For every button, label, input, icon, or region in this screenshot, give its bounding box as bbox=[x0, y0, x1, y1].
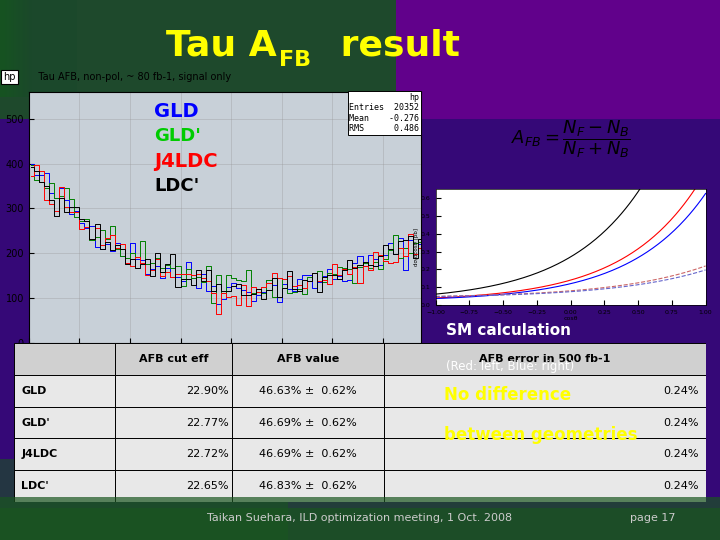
Text: 0.24%: 0.24% bbox=[663, 386, 698, 396]
Bar bbox=[4, 0, 47, 97]
Text: GLD: GLD bbox=[154, 102, 199, 121]
Bar bbox=[29, 0, 72, 97]
Bar bbox=[114, 343, 232, 375]
Text: 22.77%: 22.77% bbox=[186, 417, 229, 428]
Bar bbox=[14, 375, 114, 407]
Text: AFB error in 500 fb-1: AFB error in 500 fb-1 bbox=[480, 354, 611, 364]
Bar bbox=[35, 0, 78, 97]
Bar bbox=[9, 0, 52, 97]
Text: 0.24%: 0.24% bbox=[663, 481, 698, 491]
Text: 46.83% ±  0.62%: 46.83% ± 0.62% bbox=[259, 481, 357, 491]
Bar bbox=[30, 0, 74, 97]
Text: (Red: left, Blue: right): (Red: left, Blue: right) bbox=[446, 360, 575, 373]
Bar bbox=[2, 0, 45, 97]
Text: page 17: page 17 bbox=[630, 512, 675, 523]
Bar bbox=[27, 0, 71, 97]
Text: 46.63% ±  0.62%: 46.63% ± 0.62% bbox=[259, 386, 357, 396]
Bar bbox=[6, 0, 49, 97]
Text: GLD': GLD' bbox=[22, 417, 50, 428]
Bar bbox=[384, 343, 706, 375]
Bar bbox=[114, 470, 232, 502]
Bar bbox=[18, 0, 61, 97]
Text: hp: hp bbox=[4, 72, 16, 82]
X-axis label: cos(theta): cos(theta) bbox=[197, 359, 253, 369]
Text: hp
Entries  20352
Mean    -0.276
RMS      0.486: hp Entries 20352 Mean -0.276 RMS 0.486 bbox=[349, 93, 419, 133]
Bar bbox=[114, 438, 232, 470]
Bar bbox=[14, 438, 114, 470]
Text: FB: FB bbox=[279, 50, 312, 71]
Bar bbox=[23, 0, 66, 97]
Bar bbox=[32, 0, 76, 97]
Text: 0.24%: 0.24% bbox=[663, 449, 698, 460]
Bar bbox=[232, 343, 384, 375]
Bar bbox=[14, 343, 114, 375]
Text: $A_{FB} = \dfrac{N_F - N_B}{N_F + N_B}$: $A_{FB} = \dfrac{N_F - N_B}{N_F + N_B}$ bbox=[510, 118, 631, 160]
Bar bbox=[0, 119, 720, 540]
Bar bbox=[0, 0, 43, 97]
Text: 0.24%: 0.24% bbox=[663, 417, 698, 428]
Bar bbox=[7, 0, 50, 97]
Bar bbox=[17, 0, 59, 97]
Text: Tau A: Tau A bbox=[166, 29, 277, 63]
Bar bbox=[232, 438, 384, 470]
Bar bbox=[114, 407, 232, 438]
Bar bbox=[0, 0, 396, 119]
Text: LDC': LDC' bbox=[22, 481, 49, 491]
Text: GLD': GLD' bbox=[154, 127, 202, 145]
Bar bbox=[14, 470, 114, 502]
Text: J4LDC: J4LDC bbox=[154, 152, 218, 171]
Bar bbox=[232, 407, 384, 438]
Bar bbox=[396, 0, 720, 119]
Bar bbox=[25, 0, 68, 97]
Bar bbox=[20, 0, 63, 97]
Bar bbox=[384, 407, 706, 438]
Text: AFB cut eff: AFB cut eff bbox=[139, 354, 208, 364]
Text: GLD: GLD bbox=[22, 386, 47, 396]
Text: 22.72%: 22.72% bbox=[186, 449, 229, 460]
Text: No difference: No difference bbox=[444, 386, 571, 403]
Bar bbox=[232, 375, 384, 407]
Bar bbox=[384, 470, 706, 502]
Bar bbox=[384, 375, 706, 407]
Text: Tau AFB, non-pol, ~ 80 fb-1, signal only: Tau AFB, non-pol, ~ 80 fb-1, signal only bbox=[29, 72, 231, 82]
Bar bbox=[114, 375, 232, 407]
Bar bbox=[14, 407, 114, 438]
Text: LDC': LDC' bbox=[154, 177, 199, 195]
Bar bbox=[22, 0, 65, 97]
Text: 22.90%: 22.90% bbox=[186, 386, 229, 396]
Bar bbox=[232, 470, 384, 502]
Bar bbox=[0, 508, 720, 540]
Text: AFB value: AFB value bbox=[277, 354, 339, 364]
Bar bbox=[0, 459, 288, 540]
Bar bbox=[12, 0, 56, 97]
Text: 46.69% ±  0.62%: 46.69% ± 0.62% bbox=[259, 449, 357, 460]
Y-axis label: dσ/dcosθ [pb]: dσ/dcosθ [pb] bbox=[415, 228, 420, 266]
Text: result: result bbox=[328, 29, 459, 63]
Bar bbox=[11, 0, 54, 97]
X-axis label: cosθ: cosθ bbox=[563, 316, 578, 321]
Text: J4LDC: J4LDC bbox=[22, 449, 58, 460]
Bar bbox=[384, 438, 706, 470]
Text: between geometries: between geometries bbox=[444, 426, 637, 444]
Text: 46.69% ±  0.62%: 46.69% ± 0.62% bbox=[259, 417, 357, 428]
Text: 22.65%: 22.65% bbox=[186, 481, 229, 491]
Text: SM calculation: SM calculation bbox=[446, 323, 572, 339]
Bar bbox=[14, 0, 58, 97]
Text: Taikan Suehara, ILD optimization meeting, 1 Oct. 2008: Taikan Suehara, ILD optimization meeting… bbox=[207, 512, 513, 523]
